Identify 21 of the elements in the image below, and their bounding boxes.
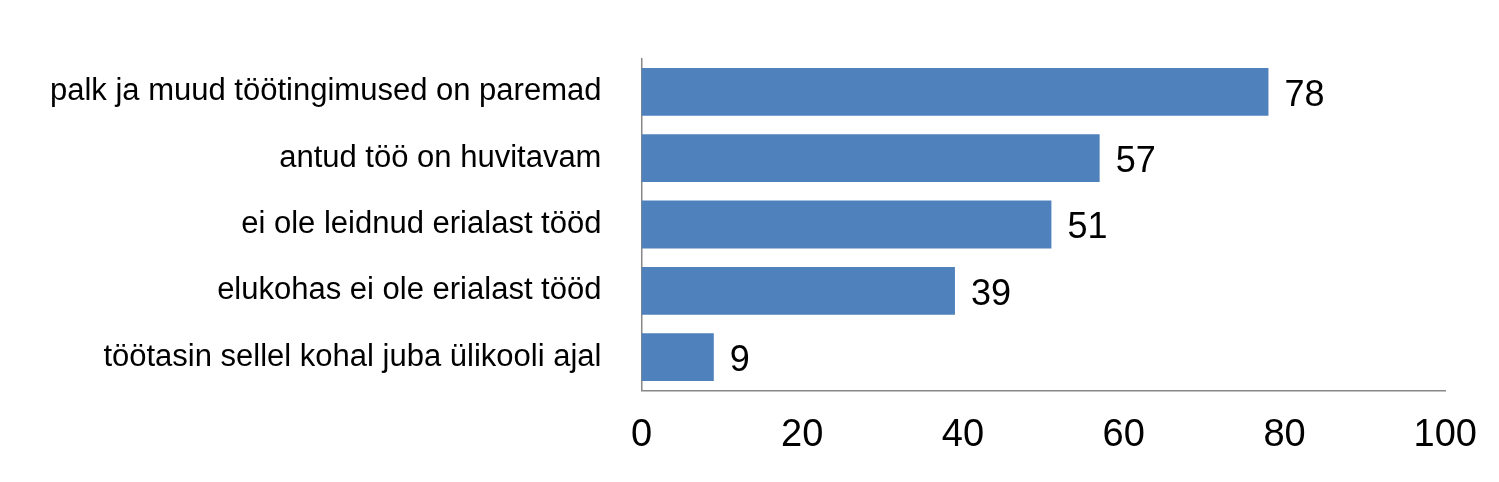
y-tick-label: ei ole leidnud erialast tööd [241, 205, 602, 241]
bar [641, 266, 955, 315]
bar [641, 200, 1052, 249]
data-label: 51 [1067, 205, 1108, 247]
y-tick-label: palk ja muud töötingimused on paremad [49, 72, 602, 108]
y-tick-label: elukohas ei ole erialast tööd [217, 271, 602, 307]
y-tick-label: antud töö on huvitavam [279, 138, 602, 174]
data-label: 9 [729, 338, 750, 380]
x-tick-label: 100 [1413, 411, 1477, 454]
x-tick-label: 0 [630, 411, 653, 454]
x-tick-label: 40 [941, 411, 985, 454]
data-label: 78 [1284, 72, 1325, 114]
x-tick-label: 60 [1102, 411, 1145, 454]
data-label: 57 [1115, 139, 1156, 181]
bar [641, 67, 1269, 116]
x-tick-label: 80 [1263, 411, 1306, 454]
bar [641, 333, 714, 382]
bar [641, 134, 1100, 183]
data-label: 39 [970, 271, 1011, 313]
y-tick-label: töötasin sellel kohal juba ülikooli ajal [103, 337, 602, 373]
x-tick-label: 20 [781, 411, 824, 454]
